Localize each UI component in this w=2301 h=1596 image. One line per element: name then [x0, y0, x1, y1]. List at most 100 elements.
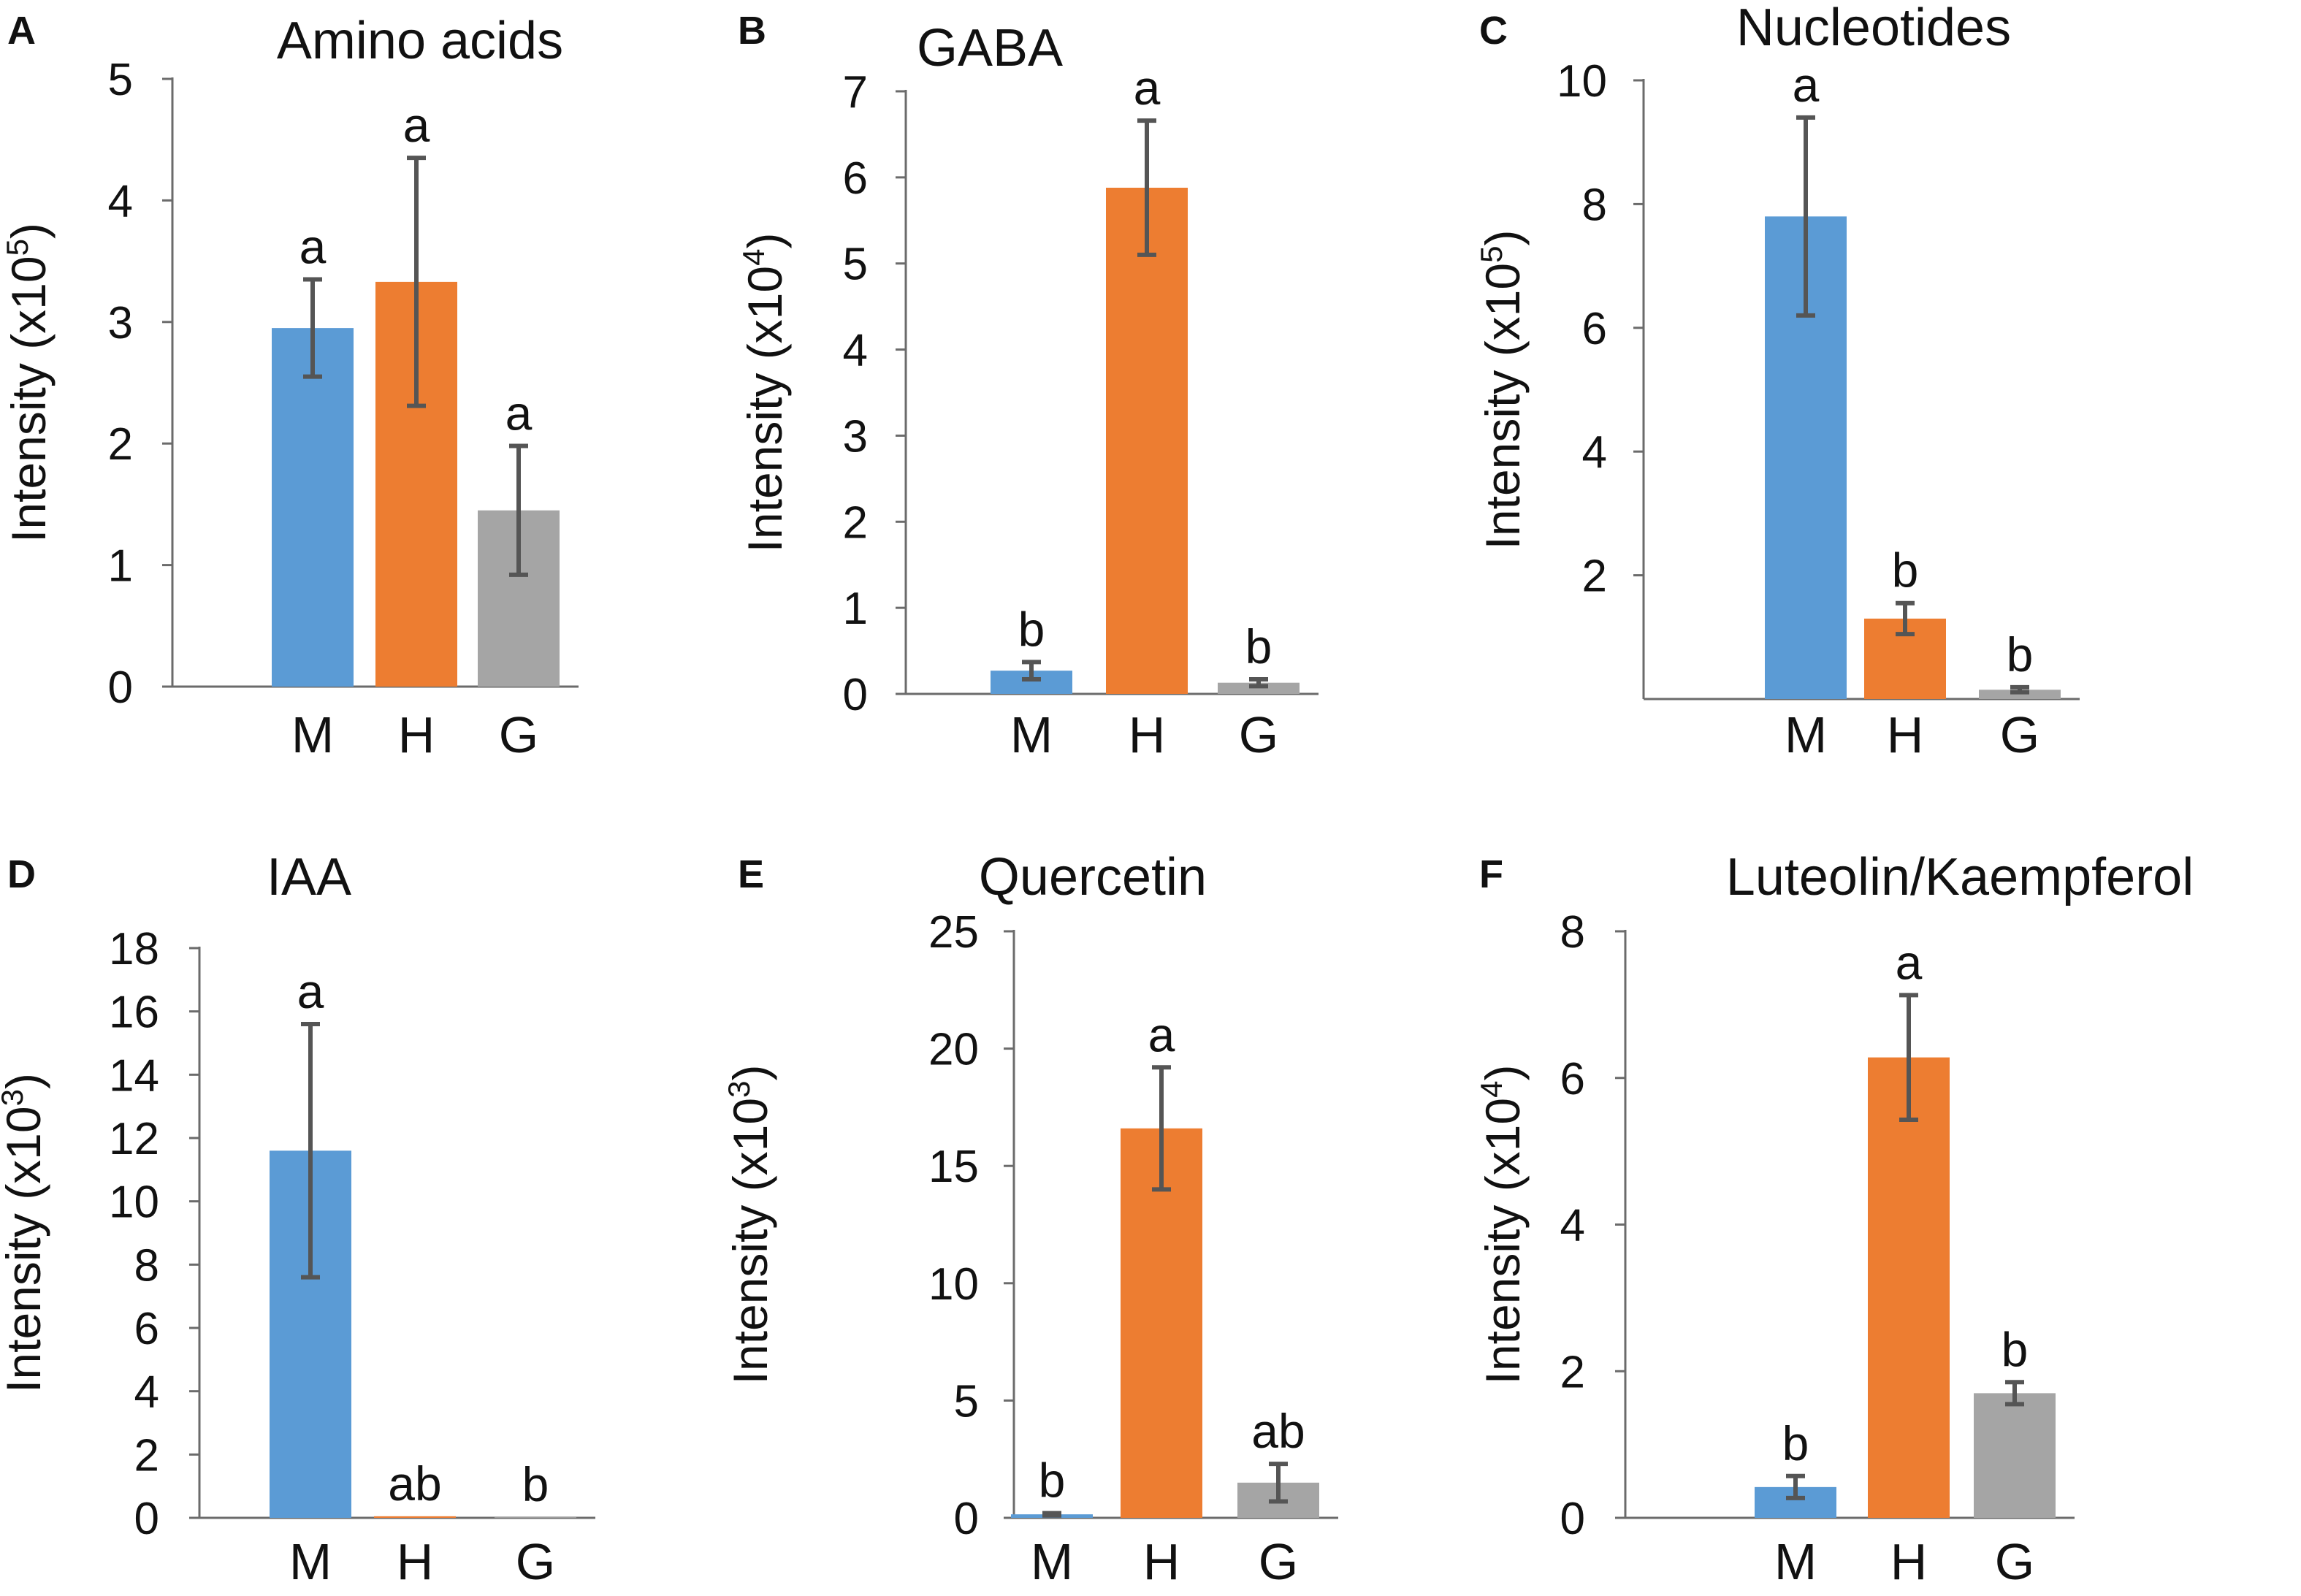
y-tick-label: 6 — [134, 1304, 159, 1354]
x-tick-label: H — [1890, 1533, 1928, 1590]
panel-title: Nucleotides — [1736, 0, 2011, 57]
panel-label: B — [738, 9, 766, 53]
y-tick-label: 15 — [928, 1142, 979, 1192]
y-tick-label: 5 — [954, 1376, 979, 1427]
y-tick-label: 4 — [843, 326, 868, 376]
bar-h — [374, 1516, 456, 1518]
significance-label: b — [1039, 1454, 1066, 1508]
x-tick-label: H — [398, 706, 435, 763]
bar-h — [1106, 188, 1188, 694]
y-tick-label: 5 — [843, 240, 868, 290]
panel-d: D IAA 0 2 4 6 8 10 12 14 16 18 Intensity (x103) a Ma… — [0, 848, 595, 1590]
y-tick-label: 3 — [843, 411, 868, 462]
panel-title: Amino acids — [277, 12, 563, 70]
y-tick-label: 0 — [954, 1494, 979, 1544]
y-tick-label: 6 — [843, 153, 868, 204]
significance-label: a — [299, 220, 327, 274]
y-tick-label: 2 — [843, 497, 868, 548]
significance-label: b — [1892, 543, 1919, 597]
y-tick-label: 0 — [134, 1494, 159, 1544]
x-tick-label: G — [516, 1533, 555, 1590]
significance-label: b — [1245, 619, 1272, 673]
x-tick-label: G — [1239, 706, 1278, 763]
panel-label: E — [738, 852, 764, 896]
panel-f: F Luteolin/Kaempferol 0 2 4 6 8 Intensity (x1… — [1474, 848, 2194, 1590]
panel-title: GABA — [917, 19, 1063, 77]
x-tick-label: H — [397, 1533, 434, 1590]
y-tick-label: 4 — [1582, 427, 1607, 478]
y-tick-label: 16 — [109, 988, 159, 1038]
significance-label: b — [2002, 1322, 2029, 1376]
significance-label: a — [1896, 935, 1923, 989]
significance-label: b — [522, 1457, 549, 1511]
significance-label: a — [1134, 61, 1161, 115]
x-tick-label: H — [1887, 706, 1924, 763]
panel-label: C — [1479, 9, 1508, 53]
panel-label: F — [1479, 852, 1503, 896]
y-tick-label: 8 — [1582, 180, 1607, 230]
panel-title: Quercetin — [979, 848, 1207, 906]
y-tick-label: 4 — [1560, 1201, 1585, 1251]
significance-label: ab — [1251, 1404, 1305, 1458]
x-tick-label: M — [1774, 1533, 1817, 1590]
y-tick-label: 4 — [108, 176, 133, 226]
x-tick-label: G — [499, 706, 538, 763]
bar-h — [1868, 1057, 1950, 1518]
y-tick-label: 2 — [1560, 1347, 1585, 1397]
significance-label: a — [1793, 58, 1820, 112]
y-tick-label: 2 — [1582, 551, 1607, 602]
x-tick-label: G — [1259, 1533, 1298, 1590]
y-tick-label: 1 — [108, 541, 133, 592]
significance-label: a — [403, 98, 430, 152]
y-tick-label: 0 — [108, 663, 133, 713]
significance-label: ab — [388, 1456, 441, 1511]
y-tick-label: 12 — [109, 1114, 159, 1164]
significance-label: b — [2007, 627, 2034, 681]
bar-h — [1121, 1128, 1202, 1518]
panel-c: C Nucleotides 2 4 6 8 10 Intensity (x105) a Mb H… — [1474, 0, 2080, 763]
panel-a: A Amino acids 0 1 2 3 4 5 Intensity (x105) a Ma H… — [0, 9, 579, 763]
y-tick-label: 3 — [108, 298, 133, 348]
y-tick-label: 5 — [108, 55, 133, 105]
y-axis-title: Intensity (x104) — [736, 233, 792, 553]
panel-label: A — [7, 9, 36, 53]
panel-title: Luteolin/Kaempferol — [1726, 848, 2194, 906]
significance-label: a — [1148, 1007, 1175, 1061]
y-tick-label: 0 — [843, 670, 868, 720]
y-tick-label: 1 — [843, 584, 868, 634]
y-tick-label: 6 — [1560, 1054, 1585, 1104]
y-tick-label: 6 — [1582, 304, 1607, 354]
y-axis-title: Intensity (x103) — [0, 1073, 50, 1393]
bar-g — [1974, 1393, 2056, 1518]
y-axis-title: Intensity (x104) — [1474, 1065, 1530, 1385]
significance-label: b — [1782, 1416, 1809, 1470]
bar-g — [495, 1517, 576, 1519]
y-tick-label: 25 — [928, 907, 979, 958]
y-tick-label: 4 — [134, 1367, 159, 1418]
panel-label: D — [7, 852, 36, 896]
y-axis-title: Intensity (x103) — [722, 1065, 777, 1385]
y-axis-title: Intensity (x105) — [0, 223, 56, 543]
y-tick-label: 14 — [109, 1050, 159, 1101]
x-tick-label: H — [1129, 706, 1166, 763]
y-tick-label: 10 — [109, 1177, 159, 1228]
y-axis-title: Intensity (x105) — [1474, 230, 1530, 550]
panel-title: IAA — [267, 848, 351, 906]
significance-label: a — [505, 386, 533, 440]
significance-label: a — [297, 964, 324, 1018]
x-tick-label: M — [289, 1533, 332, 1590]
bar-m — [272, 328, 354, 687]
panel-e: E Quercetin 0 5 10 15 20 25 Intensity (x103) bM… — [722, 848, 1338, 1590]
x-tick-label: H — [1143, 1533, 1180, 1590]
y-tick-label: 2 — [134, 1430, 159, 1481]
y-tick-label: 8 — [1560, 907, 1585, 958]
x-tick-label: M — [1010, 706, 1053, 763]
x-tick-label: M — [1785, 706, 1827, 763]
x-tick-label: M — [291, 706, 334, 763]
y-tick-label: 10 — [928, 1259, 979, 1310]
x-tick-label: G — [1995, 1533, 2034, 1590]
y-tick-label: 18 — [109, 924, 159, 974]
y-tick-label: 7 — [843, 67, 868, 118]
